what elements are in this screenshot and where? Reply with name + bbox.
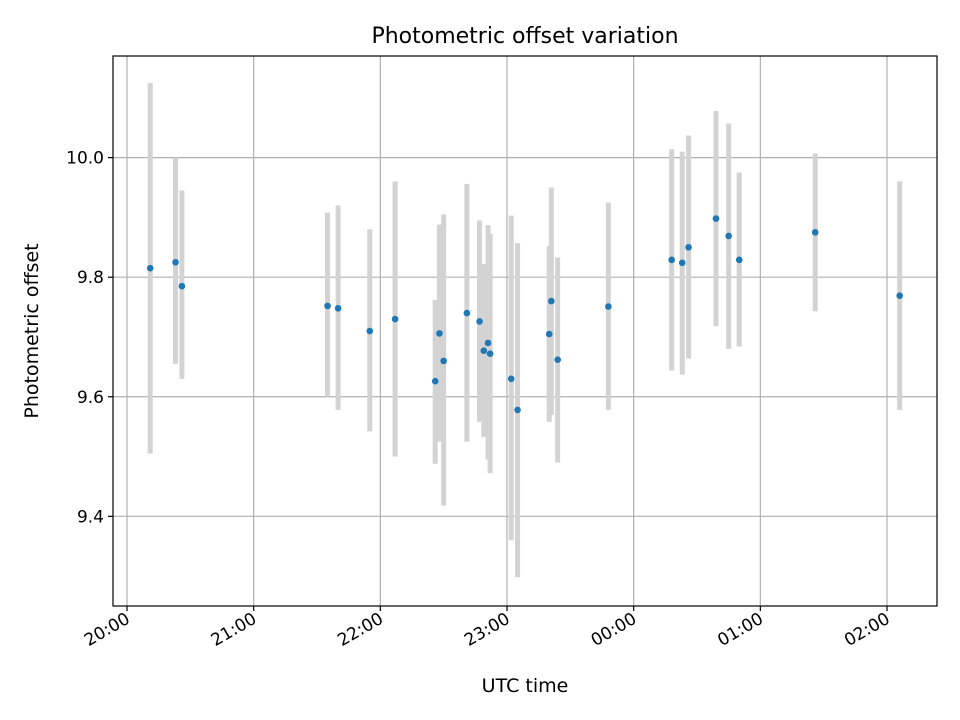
data-point: [324, 302, 331, 310]
data-point: [463, 309, 471, 317]
data-point: [476, 318, 483, 325]
data-point: [366, 327, 374, 335]
y-tick-label: 9.4: [77, 507, 104, 527]
grid-lines: [113, 56, 937, 606]
y-tick-label: 9.8: [77, 268, 104, 288]
data-point: [146, 264, 154, 272]
data-point: [172, 258, 179, 266]
data-point: [431, 377, 439, 385]
data-point: [605, 303, 612, 310]
y-tick-label: 9.6: [77, 388, 104, 408]
data-point: [725, 232, 732, 240]
y-axis-ticks: 9.4 9.6 9.8 10.0: [66, 149, 113, 527]
data-point: [440, 357, 447, 365]
data-point: [391, 315, 399, 323]
data-point: [548, 297, 555, 305]
data-point: [712, 215, 720, 222]
chart-title: Photometric offset variation: [371, 24, 678, 49]
data-point: [735, 256, 743, 264]
plot-frame: [112, 55, 938, 607]
data-point: [436, 330, 443, 337]
data-point: [484, 339, 492, 347]
data-point: [480, 347, 488, 355]
y-tick-label: 10.0: [66, 149, 104, 169]
data-point: [486, 350, 494, 358]
x-axis-label: UTC time: [482, 675, 569, 697]
data-point: [678, 259, 686, 267]
data-point: [668, 256, 675, 264]
data-point: [178, 282, 186, 290]
data-point: [545, 330, 553, 338]
data-markers: [146, 215, 903, 414]
data-point: [554, 356, 561, 363]
data-point: [811, 229, 819, 236]
data-point: [514, 406, 521, 414]
data-point: [334, 304, 342, 312]
y-axis-label: Photometric offset: [21, 243, 43, 418]
data-point: [685, 244, 692, 251]
data-point: [896, 292, 903, 300]
data-point: [507, 375, 515, 383]
